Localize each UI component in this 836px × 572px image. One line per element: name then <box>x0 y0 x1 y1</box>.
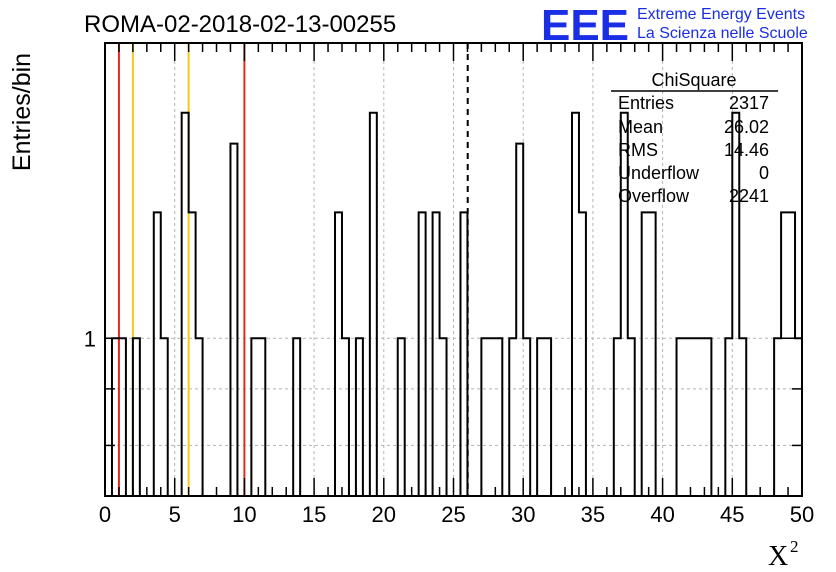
x-tick-label: 35 <box>581 502 605 527</box>
y-axis-label: Entries/bin <box>8 53 36 171</box>
stats-value-underflow: 0 <box>759 163 769 183</box>
stats-box: ChiSquare Entries 2317 Mean 26.02 RMS 14… <box>611 70 778 206</box>
x-tick-label: 15 <box>302 502 326 527</box>
stats-label-overflow: Overflow <box>618 186 690 206</box>
stats-label-entries: Entries <box>618 93 674 113</box>
run-title: ROMA-02-2018-02-13-00255 <box>84 11 396 38</box>
stats-value-overflow: 2241 <box>729 186 769 206</box>
eee-logo-letters: EEE <box>541 1 629 50</box>
y-tick-label: 1 <box>84 326 96 351</box>
x-tick-label: 10 <box>232 502 256 527</box>
x-tick-label: 30 <box>511 502 535 527</box>
stats-label-rms: RMS <box>618 140 658 160</box>
x-tick-label: 0 <box>99 502 111 527</box>
stats-value-entries: 2317 <box>729 93 769 113</box>
eee-logo-line1: Extreme Energy Events <box>637 6 805 23</box>
x-tick-label: 40 <box>650 502 674 527</box>
eee-logo-line2: La Scienza nelle Scuole <box>637 25 808 42</box>
stats-label-mean: Mean <box>618 117 663 137</box>
y-tick-labels: 1 <box>84 326 96 351</box>
eee-logo: EEE Extreme Energy Events La Scienza nel… <box>541 1 808 50</box>
x-tick-label: 25 <box>441 502 465 527</box>
grid-lines <box>105 43 802 496</box>
x-tick-label: 5 <box>169 502 181 527</box>
stats-title: ChiSquare <box>651 70 736 90</box>
x-tick-label: 45 <box>720 502 744 527</box>
x-tick-labels: 0 5 10 15 20 25 30 35 40 45 50 <box>99 502 814 527</box>
stats-value-rms: 14.46 <box>724 140 769 160</box>
x-axis-label-symbol: X <box>768 541 788 572</box>
stats-value-mean: 26.02 <box>724 117 769 137</box>
x-tick-label: 50 <box>790 502 814 527</box>
x-axis-label-superscript: 2 <box>790 537 799 556</box>
stats-label-underflow: Underflow <box>618 163 700 183</box>
x-tick-label: 20 <box>372 502 396 527</box>
x-axis-label: X 2 <box>768 537 799 572</box>
axis-ticks <box>104 43 803 496</box>
